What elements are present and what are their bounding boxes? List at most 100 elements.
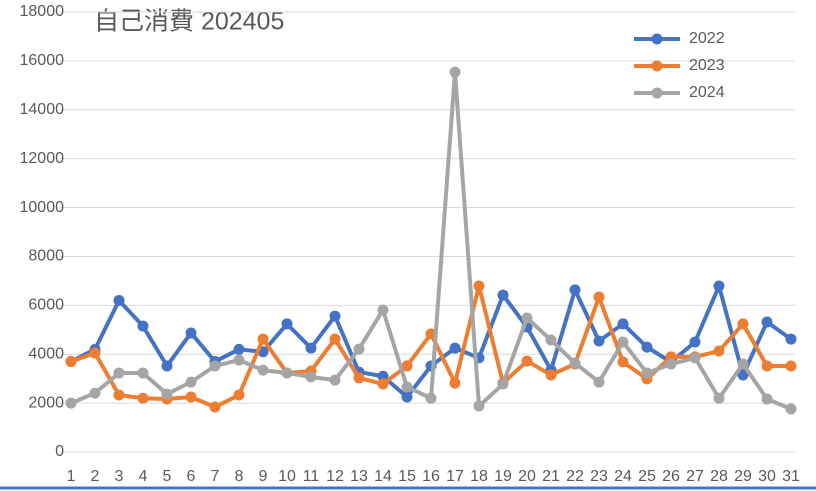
data-point	[569, 357, 581, 369]
x-tick-label: 22	[566, 468, 584, 485]
y-tick-label: 4000	[28, 345, 64, 362]
x-tick-label: 26	[662, 468, 680, 485]
data-point	[521, 355, 533, 367]
data-point	[305, 371, 317, 383]
data-point	[89, 347, 101, 359]
data-point	[401, 381, 413, 393]
x-tick-label: 6	[187, 468, 196, 485]
data-point	[641, 367, 653, 379]
data-point	[377, 304, 389, 316]
data-point	[257, 364, 269, 376]
data-point	[545, 334, 557, 346]
data-point	[593, 335, 605, 347]
y-tick-label: 8000	[28, 248, 64, 265]
data-point	[737, 318, 749, 330]
data-point	[617, 318, 629, 330]
legend-label: 2024	[689, 84, 725, 101]
data-point	[209, 401, 221, 413]
data-point	[689, 352, 701, 364]
data-point	[665, 358, 677, 370]
data-point	[473, 280, 485, 292]
data-point	[401, 391, 413, 403]
data-point	[233, 354, 245, 366]
y-tick-label: 16000	[20, 52, 65, 69]
y-tick-label: 14000	[20, 101, 65, 118]
x-tick-label: 25	[638, 468, 656, 485]
data-point	[401, 360, 413, 372]
x-tick-label: 29	[734, 468, 752, 485]
x-tick-label: 12	[326, 468, 344, 485]
x-tick-label: 14	[374, 468, 392, 485]
x-tick-label: 24	[614, 468, 632, 485]
x-tick-label: 27	[686, 468, 704, 485]
legend-label: 2023	[689, 57, 725, 74]
data-point	[761, 360, 773, 372]
data-point	[113, 367, 125, 379]
data-point	[761, 393, 773, 405]
x-tick-label: 16	[422, 468, 440, 485]
x-tick-label: 15	[398, 468, 416, 485]
data-point	[737, 369, 749, 381]
data-point	[329, 333, 341, 345]
data-point	[569, 284, 581, 296]
data-point	[161, 360, 173, 372]
x-tick-label: 28	[710, 468, 728, 485]
data-point	[449, 377, 461, 389]
data-point	[449, 66, 461, 78]
data-point	[137, 320, 149, 332]
legend-label: 2022	[689, 30, 725, 47]
x-tick-label: 21	[542, 468, 560, 485]
x-tick-label: 13	[350, 468, 368, 485]
data-point	[305, 342, 317, 354]
data-point	[785, 403, 797, 415]
legend-marker	[651, 33, 663, 45]
data-point	[185, 376, 197, 388]
data-point	[89, 387, 101, 399]
data-point	[521, 312, 533, 324]
data-point	[617, 356, 629, 368]
data-point	[113, 389, 125, 401]
data-point	[593, 376, 605, 388]
legend-marker	[651, 60, 663, 72]
data-point	[689, 336, 701, 348]
data-point	[353, 372, 365, 384]
data-point	[113, 294, 125, 306]
y-tick-label: 6000	[28, 297, 64, 314]
data-point	[257, 333, 269, 345]
data-point	[353, 343, 365, 355]
data-point	[641, 341, 653, 353]
data-point	[497, 378, 509, 390]
data-point	[593, 291, 605, 303]
data-point	[65, 397, 77, 409]
x-tick-label: 3	[115, 468, 124, 485]
data-point	[737, 358, 749, 370]
y-tick-label: 10000	[20, 199, 65, 216]
x-tick-label: 23	[590, 468, 608, 485]
y-tick-label: 12000	[20, 150, 65, 167]
x-tick-label: 19	[494, 468, 512, 485]
x-tick-label: 10	[278, 468, 296, 485]
x-tick-label: 1	[67, 468, 76, 485]
data-point	[713, 392, 725, 404]
data-point	[449, 342, 461, 354]
x-tick-label: 5	[163, 468, 172, 485]
data-point	[713, 345, 725, 357]
data-point	[137, 367, 149, 379]
data-point	[425, 392, 437, 404]
x-tick-label: 4	[139, 468, 148, 485]
data-point	[281, 367, 293, 379]
data-point	[281, 318, 293, 330]
data-point	[545, 369, 557, 381]
data-point	[785, 360, 797, 372]
data-point	[209, 360, 221, 372]
x-tick-label: 17	[446, 468, 464, 485]
x-tick-label: 20	[518, 468, 536, 485]
data-point	[497, 289, 509, 301]
data-point	[713, 280, 725, 292]
x-tick-label: 18	[470, 468, 488, 485]
data-point	[617, 336, 629, 348]
data-point	[233, 389, 245, 401]
data-point	[161, 388, 173, 400]
data-point	[761, 316, 773, 328]
